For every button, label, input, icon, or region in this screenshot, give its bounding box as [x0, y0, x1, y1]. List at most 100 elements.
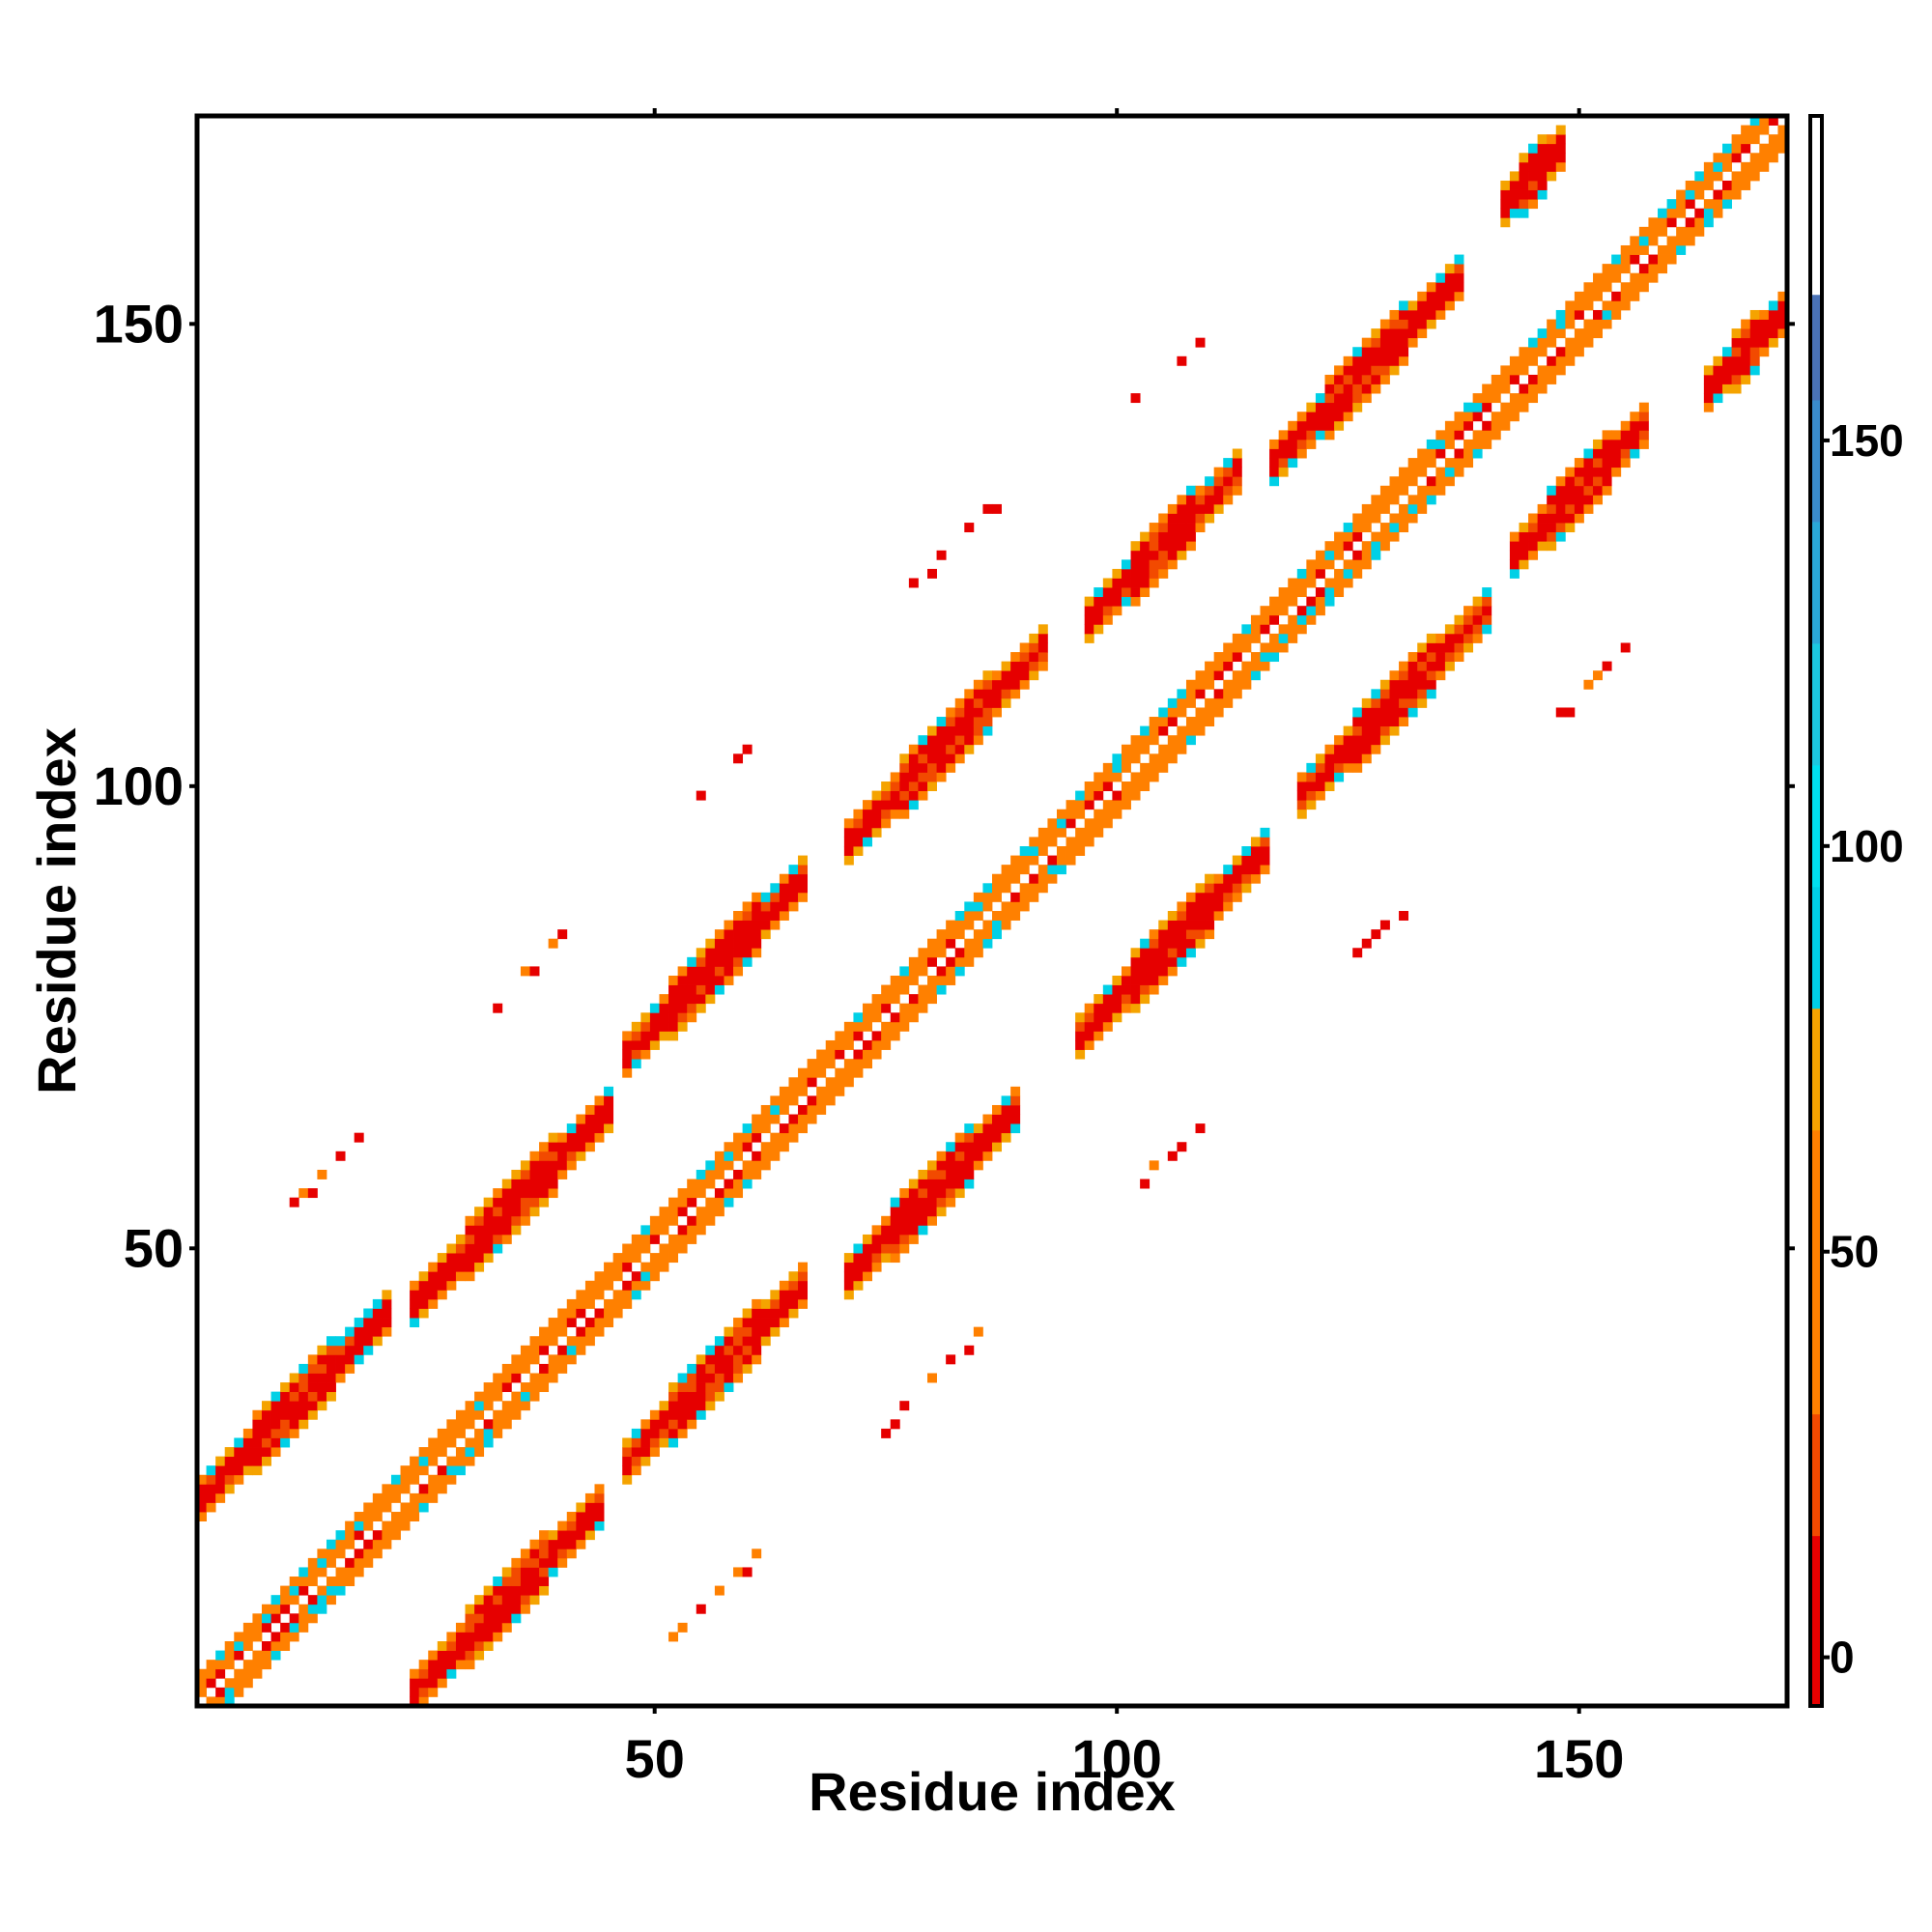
heatmap-cell [1426, 670, 1436, 681]
heatmap-cell [298, 1409, 309, 1420]
heatmap-cell [1519, 541, 1529, 552]
heatmap-cell [1121, 781, 1131, 791]
heatmap-cell [622, 1253, 633, 1264]
heatmap-cell [576, 1539, 586, 1549]
heatmap-cell [1010, 679, 1021, 690]
heatmap-cell [871, 1031, 882, 1041]
heatmap-cell [631, 1049, 641, 1060]
heatmap-cell [410, 1687, 420, 1697]
heatmap-cell [1417, 319, 1428, 329]
heatmap-cell [1001, 661, 1011, 671]
heatmap-cell [946, 707, 956, 718]
heatmap-cell [1509, 559, 1520, 570]
heatmap-cell [954, 1160, 965, 1171]
heatmap-cell [1010, 865, 1021, 875]
heatmap-cell [1454, 467, 1464, 477]
heatmap-cell [280, 1595, 291, 1605]
heatmap-cell [1713, 393, 1723, 404]
heatmap-cell [1288, 420, 1298, 431]
heatmap-cell [270, 1632, 281, 1642]
heatmap-cell [1658, 244, 1667, 255]
heatmap-cell [1324, 550, 1335, 560]
heatmap-cell [1722, 143, 1732, 154]
heatmap-cell [326, 1391, 336, 1402]
heatmap-cell [1389, 485, 1400, 496]
heatmap-cell [1417, 495, 1428, 505]
heatmap-cell [927, 1197, 937, 1208]
heatmap-cell [1177, 495, 1187, 505]
heatmap-cell [1296, 614, 1307, 625]
heatmap-cell [696, 984, 706, 995]
heatmap-cell [779, 1095, 789, 1106]
heatmap-cell [1121, 800, 1131, 810]
heatmap-cell [788, 1132, 799, 1143]
heatmap-cell [428, 1290, 439, 1300]
heatmap-cell [584, 1280, 595, 1291]
heatmap-cell [1241, 865, 1252, 875]
heatmap-cell [760, 1308, 771, 1319]
heatmap-cell [1361, 355, 1372, 366]
heatmap-cell [954, 1179, 965, 1189]
heatmap-cell [1426, 309, 1436, 320]
heatmap-cell [936, 984, 947, 995]
heatmap-cell [465, 1604, 475, 1614]
heatmap-cell [1324, 753, 1335, 764]
heatmap-cell [501, 1188, 512, 1199]
heatmap-cell [788, 1114, 799, 1124]
heatmap-cell [465, 1401, 475, 1411]
heatmap-cell [1574, 328, 1584, 339]
heatmap-cell [954, 948, 965, 958]
heatmap-cell [1140, 975, 1151, 985]
heatmap-cell [1195, 1123, 1206, 1134]
heatmap-cell [604, 1123, 614, 1134]
heatmap-cell [1768, 153, 1778, 163]
heatmap-cell [307, 1382, 318, 1393]
heatmap-cell [631, 1437, 641, 1448]
heatmap-cell [798, 1298, 808, 1309]
heatmap-cell [1361, 697, 1372, 708]
heatmap-cell [908, 956, 919, 967]
heatmap-cell [1315, 587, 1325, 598]
heatmap-cell [649, 1003, 660, 1013]
heatmap-cell [1666, 217, 1677, 228]
heatmap-cell [677, 1225, 688, 1236]
heatmap-cell [1417, 670, 1428, 681]
heatmap-cell [714, 984, 724, 995]
heatmap-cell [1075, 809, 1086, 819]
heatmap-cell [1565, 347, 1576, 357]
heatmap-cell [1547, 531, 1557, 542]
heatmap-cell [881, 809, 892, 819]
heatmap-cell [493, 1225, 503, 1236]
heatmap-cell [890, 772, 900, 782]
heatmap-cell [566, 1539, 577, 1549]
heatmap-cell [1713, 355, 1723, 366]
heatmap-cell [807, 1077, 817, 1088]
colorbar-segment [1810, 886, 1822, 1009]
heatmap-cell [1019, 652, 1030, 663]
heatmap-cell [1158, 717, 1169, 726]
heatmap-cell [307, 1557, 318, 1568]
heatmap-cell [696, 1409, 706, 1420]
heatmap-cell [1547, 337, 1557, 348]
heatmap-cell [705, 994, 716, 1005]
heatmap-cell [742, 744, 753, 754]
heatmap-cell [1185, 717, 1196, 726]
heatmap-cell [668, 1003, 679, 1013]
heatmap-cell [1278, 587, 1289, 598]
heatmap-cell [335, 1354, 346, 1365]
heatmap-cell [843, 1262, 854, 1272]
heatmap-cell [1177, 929, 1187, 940]
heatmap-cell [1010, 901, 1021, 912]
heatmap-cell [1435, 439, 1446, 449]
heatmap-cell [1140, 984, 1151, 995]
heatmap-cell [520, 1557, 530, 1568]
heatmap-cell [843, 1059, 854, 1069]
heatmap-cell [1602, 485, 1612, 496]
heatmap-cell [307, 1188, 318, 1199]
heatmap-cell [1029, 855, 1039, 866]
heatmap-cell [1121, 994, 1131, 1005]
heatmap-cell [446, 1660, 457, 1670]
heatmap-cell [1324, 420, 1335, 431]
heatmap-cell [973, 929, 983, 940]
heatmap-cell [1278, 633, 1289, 643]
